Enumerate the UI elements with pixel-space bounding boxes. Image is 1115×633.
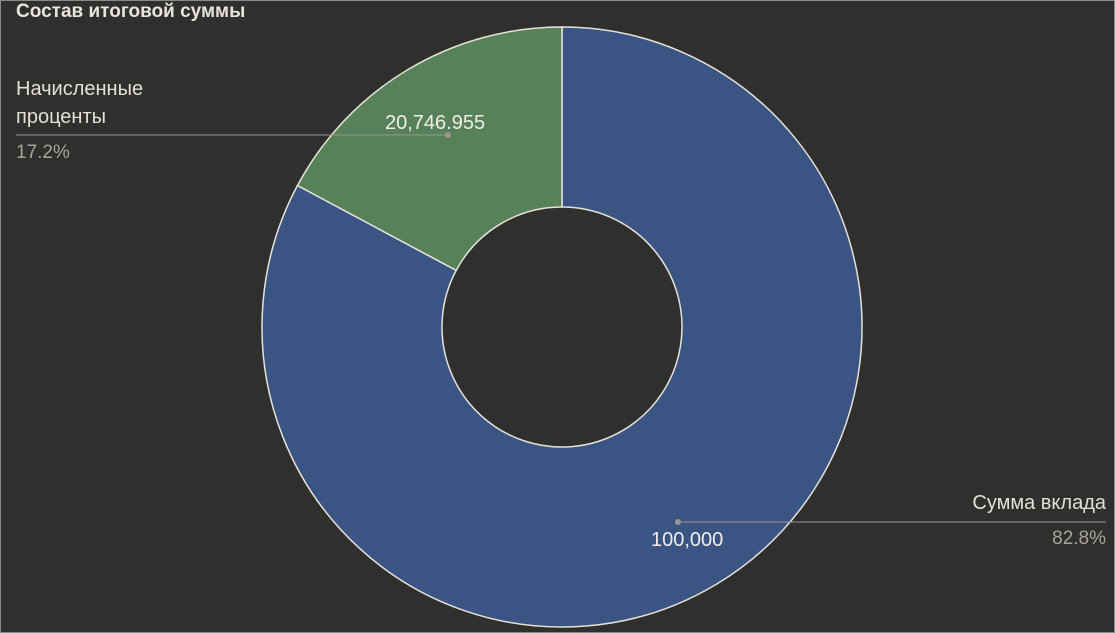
chart-title: Состав итоговой суммы	[16, 1, 246, 22]
slice-deposit	[261, 26, 863, 628]
slice-value-interest: 20,746.955	[385, 112, 486, 134]
slice-value-deposit: 100,000	[651, 529, 724, 551]
slice-label-interest: Начисленные проценты	[16, 78, 144, 128]
slice-label-deposit: Сумма вклада	[972, 492, 1106, 514]
slice-percent-deposit: 82.8%	[1052, 528, 1106, 549]
leader-line-deposit-dot	[675, 519, 681, 525]
slice-percent-interest: 17.2%	[16, 142, 70, 163]
leader-line-interest-dot	[445, 132, 451, 138]
slice-interest	[296, 26, 563, 272]
